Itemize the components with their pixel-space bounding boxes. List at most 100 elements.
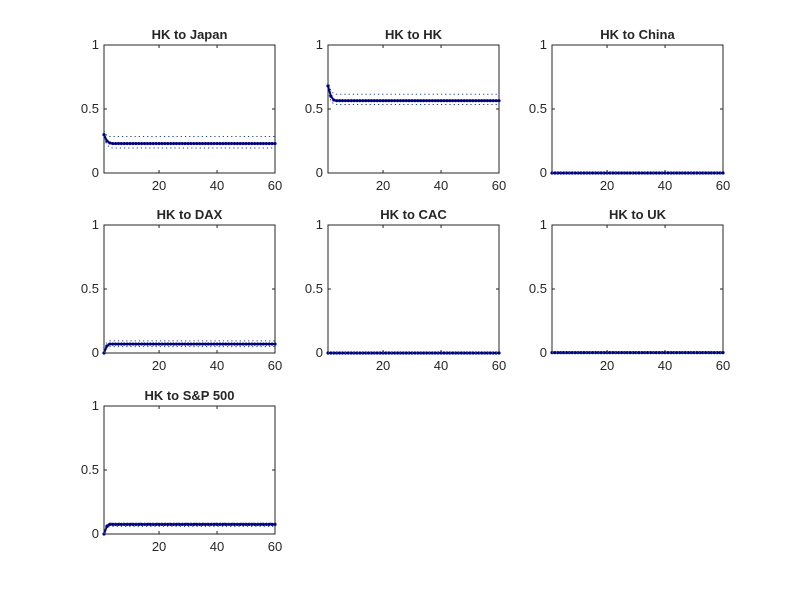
estimate-marker <box>160 342 164 346</box>
estimate-marker <box>209 342 213 346</box>
estimate-marker <box>192 141 196 146</box>
estimate-marker <box>273 141 277 146</box>
estimate-marker <box>599 351 603 355</box>
estimate-marker <box>573 351 577 355</box>
estimate-marker <box>497 99 501 103</box>
estimate-marker <box>657 171 661 175</box>
y-tick-label: 1 <box>92 37 99 52</box>
subplot-2: 0 0.5 1 20 40 60 HK to HK <box>305 27 506 193</box>
estimate-marker <box>128 522 132 527</box>
estimate-marker <box>573 171 577 175</box>
estimate-marker <box>134 141 138 146</box>
estimate-marker <box>151 342 155 346</box>
y-tick-label: 0.5 <box>305 101 323 116</box>
estimate-marker <box>683 171 687 175</box>
estimate-marker <box>169 141 173 146</box>
estimate-marker <box>241 141 245 146</box>
estimate-marker <box>482 99 487 103</box>
x-tick-label: 40 <box>434 178 448 193</box>
subplot-7: 0 0.5 1 20 40 60 HK to S&P 500 <box>81 388 282 554</box>
estimate-marker <box>637 351 641 355</box>
estimate-marker <box>195 141 199 146</box>
estimate-marker <box>137 522 141 527</box>
estimate-marker <box>105 524 109 528</box>
estimate-marker <box>474 99 478 103</box>
estimate-marker <box>212 141 216 146</box>
estimate-marker <box>416 99 420 103</box>
estimate-marker <box>203 141 208 146</box>
estimate-marker <box>261 342 266 346</box>
estimate-marker <box>361 99 365 103</box>
estimate-marker <box>398 99 403 103</box>
estimate-marker <box>471 351 475 355</box>
upper-band-line <box>103 522 275 533</box>
estimate-marker <box>154 141 158 146</box>
estimate-marker <box>238 141 242 146</box>
estimate-marker <box>171 141 176 146</box>
estimate-marker <box>238 342 242 346</box>
estimate-marker <box>387 351 391 355</box>
estimate-marker <box>445 99 449 103</box>
estimate-marker <box>253 342 257 346</box>
estimate-marker <box>704 351 708 355</box>
x-tick-label: 60 <box>716 358 730 373</box>
x-tick-label: 40 <box>210 178 224 193</box>
estimate-marker <box>264 342 268 346</box>
estimate-marker <box>183 342 187 346</box>
y-tick-label: 1 <box>540 217 547 232</box>
y-tick-label: 0 <box>92 345 99 360</box>
estimate-marker <box>553 171 557 175</box>
estimate-marker <box>372 99 376 103</box>
estimate-marker <box>221 141 225 146</box>
estimate-marker <box>329 351 333 355</box>
estimate-marker <box>119 342 123 346</box>
estimate-marker <box>180 342 184 346</box>
estimate-marker <box>721 171 725 175</box>
estimate-marker <box>108 342 112 346</box>
estimate-marker <box>174 522 179 527</box>
x-tick-label: 20 <box>152 539 166 554</box>
y-tick-label: 1 <box>540 37 547 52</box>
estimate-marker <box>140 141 144 146</box>
estimate-marker <box>628 351 632 355</box>
y-tick-label: 1 <box>92 398 99 413</box>
y-tick-label: 0.5 <box>305 281 323 296</box>
estimate-marker <box>471 99 475 103</box>
subplot-title: HK to S&P 500 <box>144 388 234 403</box>
estimate-marker <box>227 342 231 346</box>
estimate-marker <box>224 342 228 346</box>
y-tick-label: 0 <box>316 345 323 360</box>
x-tick-label: 20 <box>600 178 614 193</box>
subplot-title: HK to HK <box>385 27 443 42</box>
lower-band-line <box>327 90 499 106</box>
estimate-marker <box>258 522 263 527</box>
estimate-marker <box>227 522 231 527</box>
estimate-marker <box>177 141 181 146</box>
estimate-marker <box>666 171 670 175</box>
estimate-marker <box>212 522 216 527</box>
y-tick-label: 0.5 <box>81 101 99 116</box>
estimate-marker <box>465 99 469 103</box>
x-tick-label: 40 <box>210 358 224 373</box>
estimate-marker <box>480 99 484 103</box>
estimate-marker <box>332 98 336 102</box>
x-tick-label: 40 <box>658 178 672 193</box>
estimate-marker <box>154 342 158 346</box>
estimate-marker <box>171 342 176 346</box>
estimate-marker <box>352 99 356 103</box>
x-tick-label: 60 <box>268 178 282 193</box>
estimate-marker <box>582 351 586 355</box>
estimate-marker <box>247 141 251 146</box>
estimate-marker <box>410 99 414 103</box>
estimate-marker <box>335 99 339 103</box>
estimate-marker <box>250 522 254 527</box>
estimate-marker <box>346 99 350 103</box>
estimate-marker <box>145 342 150 346</box>
subplot-1: 0 0.5 1 20 40 60 HK to Japan <box>81 27 282 193</box>
y-tick-label: 0.5 <box>81 281 99 296</box>
estimate-marker <box>387 99 391 103</box>
estimate-marker <box>407 99 411 103</box>
estimate-marker <box>131 342 135 346</box>
estimate-marker <box>200 141 205 146</box>
